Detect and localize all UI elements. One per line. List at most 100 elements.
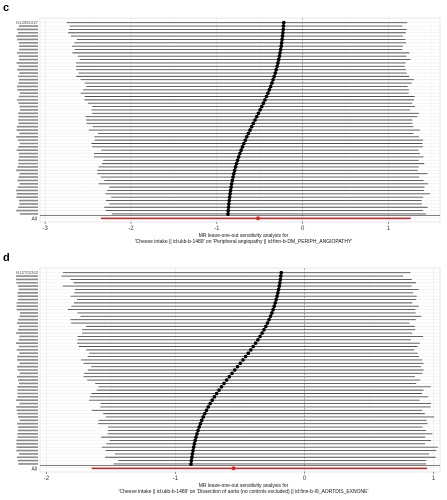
estimate-point: [259, 104, 264, 109]
estimate-point: [226, 208, 231, 213]
estimate-point: [275, 294, 279, 298]
estimate-point: [274, 297, 279, 302]
snp-label: rs12702343: [16, 270, 39, 275]
estimate-point: [229, 181, 234, 186]
estimate-point: [230, 178, 235, 183]
estimate-point: [231, 175, 235, 179]
estimate-point: [273, 301, 278, 305]
x-axis-title: MR leave-one-out sensitivity analysis fo…: [40, 483, 447, 495]
estimate-point: [206, 405, 211, 409]
estimate-point: [236, 155, 241, 159]
x-axis-title-line2: 'Cheese intake || id:ukb-b-1489' on 'Per…: [134, 239, 353, 245]
estimate-point: [281, 24, 286, 28]
forest-plot-d-svg: rs12702343 All -2 -1 0 1: [16, 267, 441, 482]
x-axis-title-line1: MR leave-one-out sensitivity analysis fo…: [198, 233, 289, 239]
estimate-point: [190, 452, 195, 456]
estimate-point: [243, 354, 248, 359]
estimate-point: [239, 148, 243, 153]
estimate-point: [281, 27, 286, 32]
estimate-point: [198, 421, 203, 426]
x-tick-label: 1: [387, 226, 391, 232]
estimate-point: [275, 64, 279, 69]
estimate-point: [233, 165, 238, 169]
estimate-point: [191, 448, 195, 453]
estimate-point: [230, 371, 234, 376]
estimate-point: [202, 411, 207, 416]
x-tick-label: -1: [214, 226, 220, 232]
estimate-point: [210, 398, 215, 403]
estimate-point: [232, 171, 236, 176]
snp-label: rs12951027: [16, 20, 39, 25]
estimate-point: [248, 128, 252, 132]
estimate-point: [201, 415, 206, 419]
estimate-point: [276, 61, 280, 65]
estimate-point: [262, 327, 266, 332]
x-tick-label: -2: [128, 226, 134, 232]
estimate-point: [251, 344, 256, 349]
estimate-point: [229, 185, 233, 189]
estimate-point: [264, 94, 269, 99]
estimate-point: [267, 87, 272, 92]
estimate-point: [260, 331, 264, 335]
estimate-point: [197, 425, 201, 429]
estimate-point: [271, 77, 275, 82]
x-tick-label: 1: [432, 476, 436, 482]
estimate-point: [253, 118, 257, 122]
estimate-point: [278, 277, 283, 282]
estimate-point: [277, 284, 282, 288]
estimate-point: [263, 324, 268, 329]
estimate-point: [222, 381, 226, 386]
estimate-point: [276, 291, 280, 295]
estimate-point: [280, 34, 285, 38]
x-axis-title-line2: 'Cheese intake || id:ukb-b-1489' on 'Dis…: [118, 489, 369, 495]
x-axis-title: MR leave-one-out sensitivity analysis fo…: [40, 233, 447, 245]
estimate-point: [242, 141, 246, 146]
estimate-point: [278, 47, 283, 52]
estimate-point: [251, 121, 256, 126]
estimate-point: [189, 462, 193, 466]
x-tick-label: -3: [42, 226, 48, 232]
estimate-point: [270, 81, 274, 85]
estimate-point: [193, 438, 197, 443]
estimate-point: [249, 124, 254, 129]
estimate-point: [253, 341, 258, 345]
panel-label: d: [3, 252, 10, 264]
estimate-point: [246, 351, 251, 356]
x-tick-label: -1: [173, 476, 179, 482]
estimate-point: [279, 270, 284, 275]
estimate-point: [276, 287, 281, 292]
estimate-point: [245, 134, 249, 139]
estimate-point: [235, 364, 240, 369]
estimate-point: [272, 74, 277, 79]
estimate-point: [271, 307, 275, 312]
estimate-point: [194, 435, 198, 439]
estimate-point: [232, 168, 237, 173]
estimate-point: [219, 384, 224, 389]
estimate-point: [190, 455, 194, 460]
estimate-point: [261, 101, 266, 106]
estimate-point: [226, 205, 231, 210]
estimate-point: [278, 280, 282, 285]
estimate-point: [256, 337, 260, 342]
estimate-point: [214, 391, 219, 396]
estimate-point: [227, 374, 232, 379]
x-tick-label: 0: [301, 226, 305, 232]
estimate-point: [267, 317, 271, 322]
estimate-point: [266, 91, 270, 95]
estimate-point: [279, 41, 284, 45]
estimate-point: [232, 368, 237, 372]
estimate-point: [243, 138, 248, 142]
estimate-point: [227, 195, 232, 199]
x-tick-label: 0: [303, 476, 307, 482]
estimate-point: [273, 71, 278, 75]
estimate-point: [272, 304, 277, 309]
estimate-point: [246, 131, 251, 136]
estimate-point: [235, 158, 240, 163]
estimate-point: [263, 98, 267, 102]
estimate-point: [248, 348, 253, 352]
x-tick-label: -2: [44, 476, 50, 482]
estimate-point: [278, 51, 282, 55]
estimate-point: [208, 401, 212, 406]
estimate-point: [258, 108, 262, 112]
estimate-point: [279, 44, 283, 48]
